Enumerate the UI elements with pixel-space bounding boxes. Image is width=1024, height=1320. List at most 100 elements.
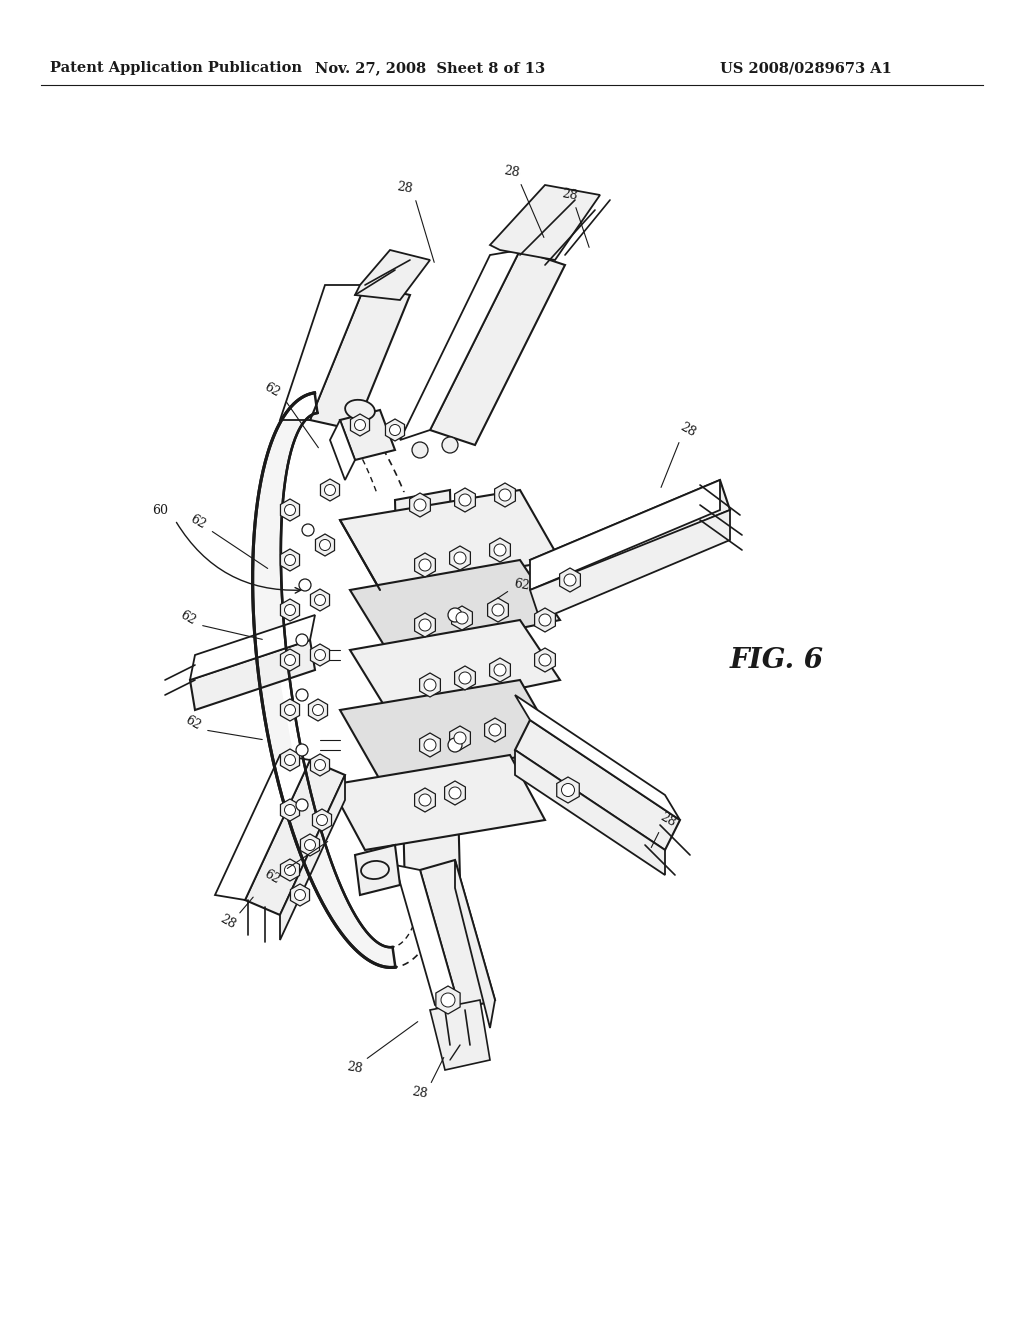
Polygon shape [350,620,560,715]
Circle shape [285,755,296,766]
Polygon shape [515,750,665,875]
Polygon shape [291,884,309,906]
Polygon shape [281,549,300,572]
Circle shape [285,865,296,875]
Polygon shape [340,490,560,590]
Polygon shape [487,598,508,622]
Text: 62: 62 [262,380,283,400]
Polygon shape [340,680,560,780]
Polygon shape [395,865,460,1010]
Polygon shape [330,755,545,850]
Polygon shape [535,609,555,632]
Circle shape [389,425,400,436]
Polygon shape [312,809,332,832]
Polygon shape [385,418,404,441]
Circle shape [449,609,462,622]
Polygon shape [281,499,300,521]
Polygon shape [489,657,510,682]
Polygon shape [355,845,400,895]
Text: 28: 28 [561,187,579,203]
Circle shape [295,890,305,900]
Polygon shape [281,700,300,721]
Circle shape [314,759,326,771]
Circle shape [492,605,504,616]
Text: 62: 62 [513,577,531,593]
Circle shape [285,655,296,665]
Polygon shape [310,754,330,776]
Circle shape [319,540,331,550]
Polygon shape [340,411,395,459]
Polygon shape [281,599,300,620]
Polygon shape [400,249,520,440]
Polygon shape [415,612,435,638]
Polygon shape [420,861,495,1010]
Polygon shape [436,986,460,1014]
Circle shape [489,723,501,737]
Text: 60: 60 [152,503,168,516]
Text: 28: 28 [503,164,521,180]
Polygon shape [310,589,330,611]
Polygon shape [280,480,580,870]
Circle shape [299,579,311,591]
Text: Patent Application Publication: Patent Application Publication [50,61,302,75]
Polygon shape [190,640,315,710]
Polygon shape [245,760,345,915]
Circle shape [456,612,468,624]
Circle shape [442,437,458,453]
Polygon shape [355,249,430,300]
Circle shape [296,634,308,645]
Circle shape [459,494,471,506]
Polygon shape [530,480,730,590]
Circle shape [316,814,328,825]
Circle shape [494,544,506,556]
Circle shape [285,504,296,516]
Polygon shape [455,861,495,1028]
Circle shape [539,653,551,667]
Text: 28: 28 [346,1060,364,1076]
Circle shape [449,738,462,752]
Polygon shape [410,492,430,517]
Circle shape [419,558,431,572]
Polygon shape [452,606,472,630]
Polygon shape [490,185,600,260]
Text: US 2008/0289673 A1: US 2008/0289673 A1 [720,61,892,75]
Polygon shape [280,285,365,420]
Polygon shape [515,719,680,850]
Polygon shape [321,479,340,502]
Circle shape [314,649,326,660]
Polygon shape [308,700,328,721]
Text: 62: 62 [183,713,203,733]
Circle shape [312,705,324,715]
Polygon shape [350,414,370,436]
Circle shape [441,993,455,1007]
Text: 28: 28 [411,1085,429,1101]
Circle shape [296,689,308,701]
Polygon shape [530,480,720,590]
Polygon shape [215,755,310,900]
Circle shape [285,554,296,565]
Circle shape [561,784,574,796]
Text: 62: 62 [262,867,283,887]
Text: 28: 28 [218,912,239,932]
Polygon shape [530,510,730,620]
Polygon shape [310,285,410,430]
Circle shape [285,605,296,615]
Text: 28: 28 [678,420,698,440]
Circle shape [499,488,511,502]
Text: 62: 62 [178,609,198,627]
Circle shape [285,705,296,715]
Circle shape [419,619,431,631]
Polygon shape [420,673,440,697]
Circle shape [459,672,471,684]
Text: Nov. 27, 2008  Sheet 8 of 13: Nov. 27, 2008 Sheet 8 of 13 [315,61,545,75]
Polygon shape [281,649,300,671]
Polygon shape [415,553,435,577]
Circle shape [414,499,426,511]
Circle shape [494,664,506,676]
Ellipse shape [361,861,389,879]
Circle shape [296,799,308,810]
Polygon shape [430,1001,490,1071]
Circle shape [296,744,308,756]
Polygon shape [495,483,515,507]
Polygon shape [253,393,395,968]
